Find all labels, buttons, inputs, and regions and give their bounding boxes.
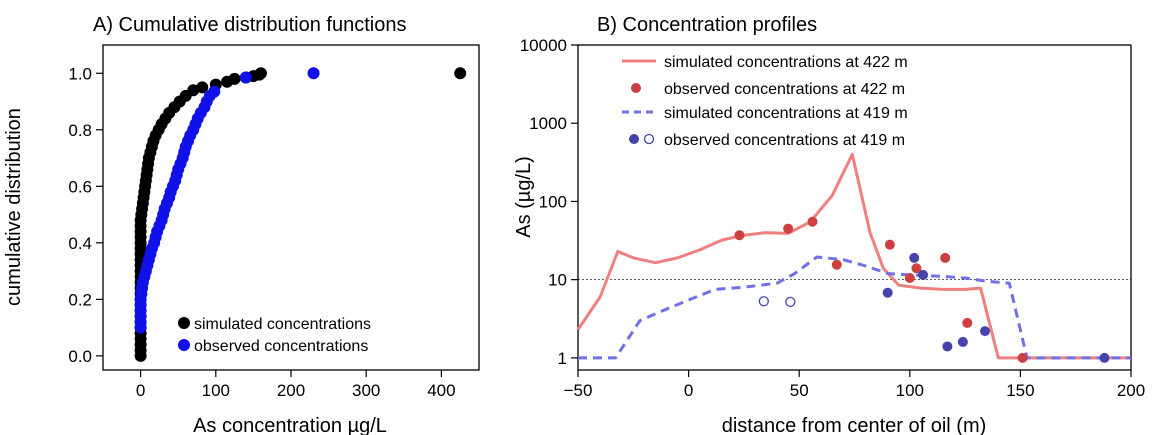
panel-b-x-ticks: −50 0 50 100 150 200: [564, 370, 1145, 400]
panel-a-x-axis-label: As concentration µg/L: [193, 415, 387, 435]
legend-marker-obs-422: [631, 83, 641, 93]
panel-a-cumulative-distribution: A) Cumulative distribution functions 0.0…: [3, 14, 480, 435]
x-tick-label: 300: [352, 381, 380, 400]
observed-419-point: [942, 341, 953, 352]
observed-422-point: [831, 259, 842, 270]
observed-419-point: [957, 336, 968, 347]
panel-b-lines: [576, 152, 1131, 360]
legend-label-observed: observed concentrations: [194, 338, 368, 355]
legend-label-simulated: simulated concentrations: [194, 316, 371, 333]
panel-a-y-axis-label: cumulative distribution: [3, 108, 25, 306]
legend-marker-observed: [178, 339, 190, 351]
y-tick-label: 0.8: [68, 121, 92, 140]
y-tick-label: 10000: [520, 36, 567, 55]
simulated-point: [454, 67, 467, 80]
panel-b-y-ticks: 1 10 100 1000 10000: [520, 36, 578, 368]
panel-b-frame: [577, 44, 1132, 371]
legend-label-sim-419: simulated concentrations at 419 m: [664, 105, 908, 122]
legend-label-obs-419: observed concentrations at 419 m: [664, 132, 905, 149]
panel-b-y-axis-label: As (µg/L): [513, 156, 535, 238]
x-tick-label: 200: [1117, 381, 1145, 400]
observed-422-point: [911, 263, 922, 274]
panel-a-points: [134, 67, 467, 362]
observed-419-open-point: [758, 296, 769, 307]
panel-a-x-ticks: 0 100 200 300 400: [136, 370, 456, 400]
x-tick-label: 0: [136, 381, 145, 400]
legend-marker-simulated: [178, 317, 190, 329]
observed-422-point: [783, 223, 794, 234]
simulated-point: [196, 81, 209, 94]
y-tick-label: 0.0: [68, 347, 92, 366]
simulated-point: [228, 72, 241, 85]
observed-419-point: [1099, 352, 1110, 363]
simulated-point: [254, 67, 267, 80]
simulated-419-line: [578, 255, 1131, 360]
observed-point: [307, 67, 320, 80]
panel-a-legend: simulated concentrations observed concen…: [178, 316, 371, 355]
x-tick-label: 50: [790, 381, 809, 400]
legend-label-sim-422: simulated concentrations at 422 m: [664, 54, 908, 71]
observed-419-point: [909, 252, 920, 263]
observed-419-point: [882, 287, 893, 298]
y-tick-label: 1: [558, 349, 567, 368]
legend-marker-obs-419: [629, 134, 639, 144]
observed-422-point: [734, 230, 745, 241]
panel-b-title: B) Concentration profiles: [597, 14, 817, 36]
observed-point: [239, 71, 252, 84]
observed-422-point: [962, 317, 973, 328]
y-tick-label: 10: [548, 271, 567, 290]
observed-419-point: [918, 269, 929, 280]
observed-422-point: [1017, 352, 1028, 363]
observed-419-open-point: [785, 296, 796, 308]
x-tick-label: 150: [1006, 381, 1034, 400]
observed-422-point: [884, 239, 895, 250]
y-tick-label: 100: [539, 192, 567, 211]
observed-422-point: [807, 216, 818, 227]
x-tick-label: −50: [564, 381, 593, 400]
x-tick-label: 100: [202, 381, 230, 400]
panel-b-points: [734, 216, 1110, 363]
observed-point: [208, 85, 221, 98]
y-tick-label: 1000: [529, 114, 567, 133]
simulated-422-line: [576, 152, 1131, 360]
y-tick-label: 0.2: [68, 290, 92, 309]
panel-b-legend: simulated concentrations at 422 m observ…: [622, 54, 908, 149]
y-tick-label: 0.4: [68, 234, 92, 253]
x-tick-label: 100: [896, 381, 924, 400]
x-tick-label: 400: [427, 381, 455, 400]
x-tick-label: 200: [277, 381, 305, 400]
legend-marker-obs-419-open: [643, 133, 655, 145]
y-tick-label: 0.6: [68, 177, 92, 196]
panel-b-x-axis-label: distance from center of oil (m): [722, 415, 987, 435]
panel-a-title: A) Cumulative distribution functions: [93, 14, 406, 36]
observed-422-point: [940, 252, 951, 263]
panel-a-y-ticks: 0.0 0.2 0.4 0.6 0.8 1.0: [68, 64, 103, 366]
observed-422-point: [904, 273, 915, 284]
observed-419-point: [980, 326, 991, 337]
y-tick-label: 1.0: [68, 64, 92, 83]
simulated-point: [187, 84, 200, 97]
legend-label-obs-422: observed concentrations at 422 m: [664, 81, 905, 98]
x-tick-label: 0: [684, 381, 693, 400]
panel-b-concentration-profiles: B) Concentration profiles 11010010001000…: [513, 14, 1145, 435]
